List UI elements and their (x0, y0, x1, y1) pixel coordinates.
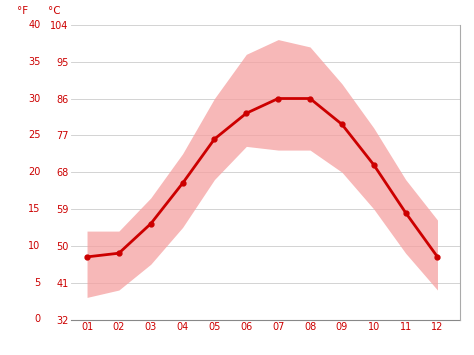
Text: 0: 0 (35, 315, 41, 324)
Text: 20: 20 (28, 167, 41, 177)
Text: °F: °F (17, 6, 28, 16)
Text: 35: 35 (28, 57, 41, 67)
Text: 25: 25 (28, 130, 41, 140)
Text: 5: 5 (34, 278, 41, 288)
Text: 10: 10 (28, 241, 41, 251)
Text: 40: 40 (28, 20, 41, 30)
Text: 30: 30 (28, 93, 41, 104)
Text: °C: °C (48, 6, 60, 16)
Text: 15: 15 (28, 204, 41, 214)
